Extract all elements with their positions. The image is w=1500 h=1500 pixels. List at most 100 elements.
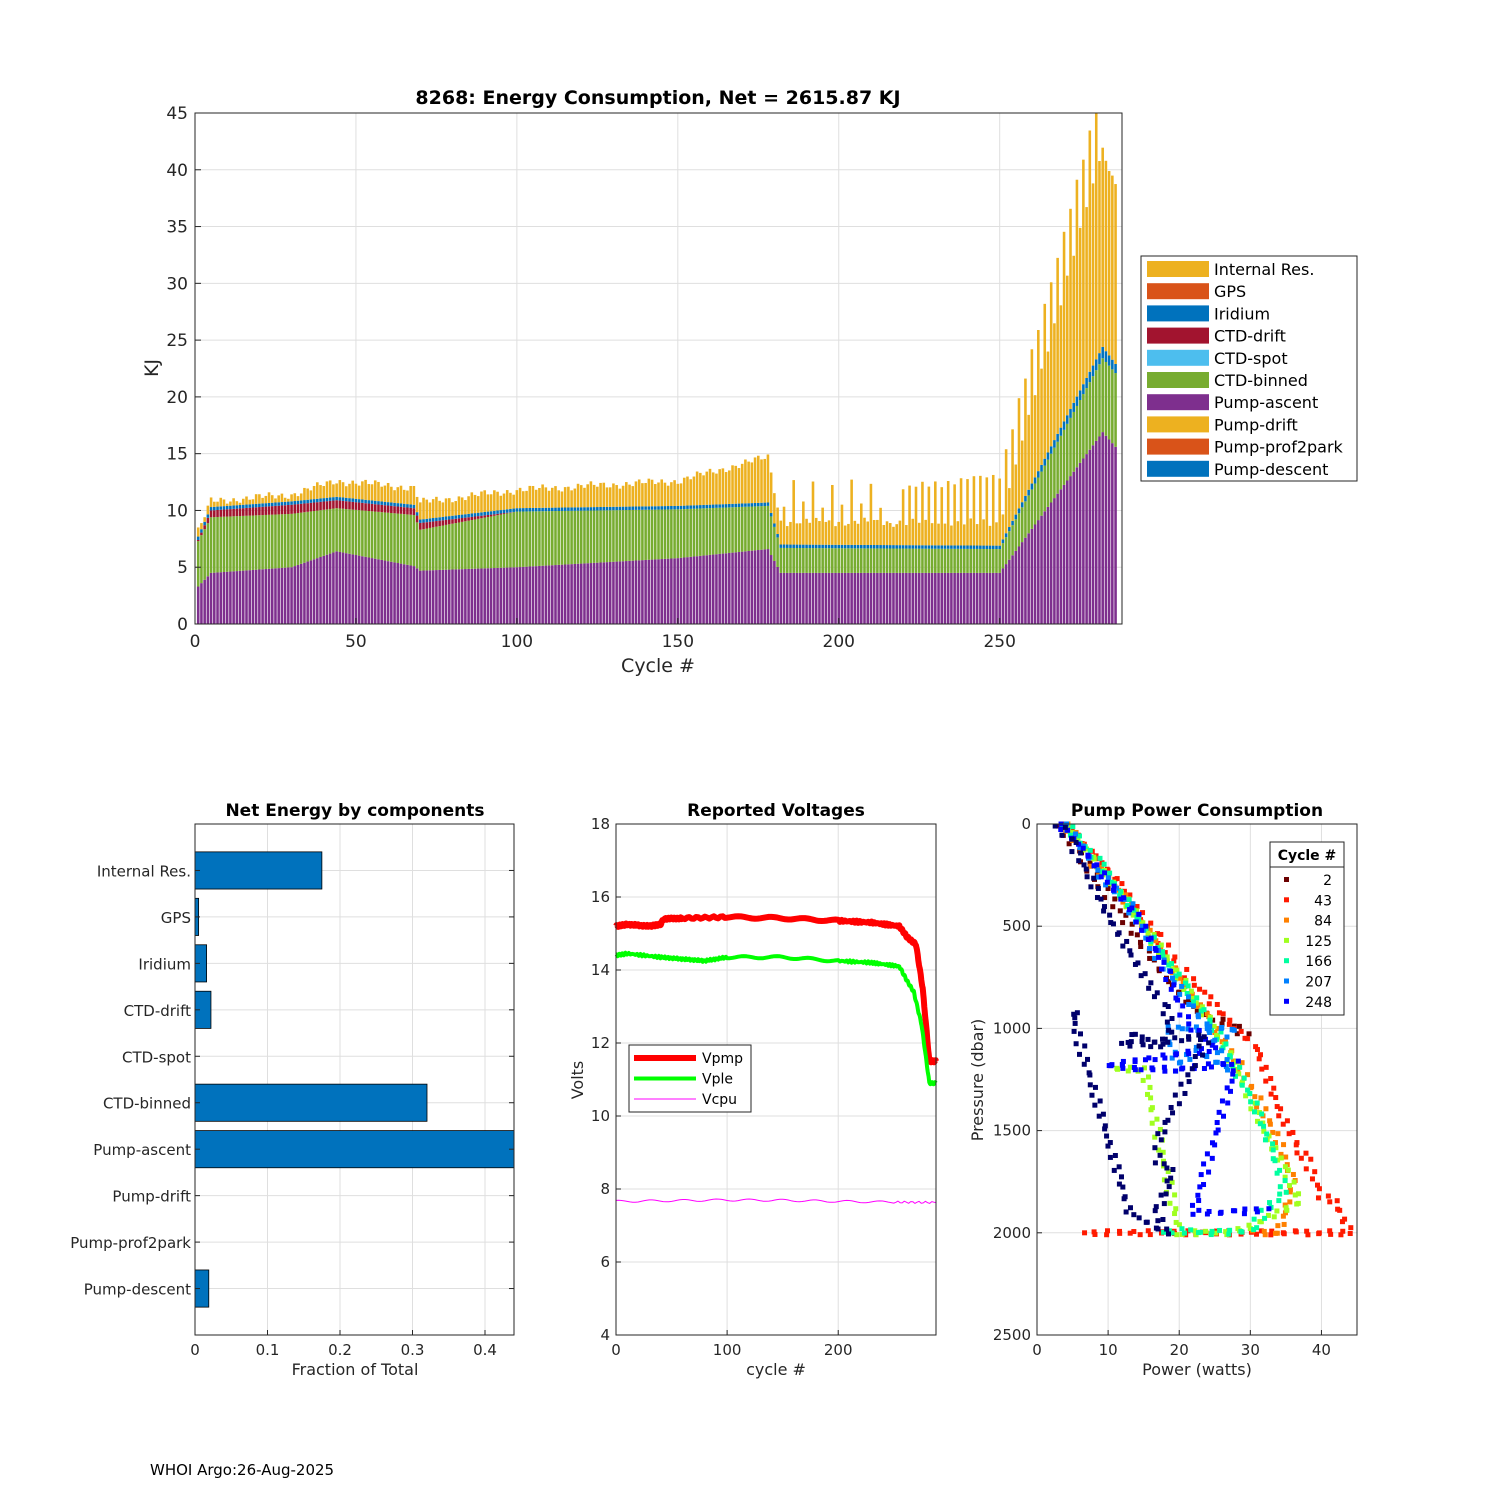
energy-bar-segment [216, 516, 219, 573]
pump-power-point [1292, 1192, 1298, 1198]
energy-bar-segment [708, 504, 712, 509]
energy-bar-segment [541, 565, 544, 624]
pump-power-point [1129, 921, 1135, 927]
top-chart-xlabel: Cycle # [621, 655, 695, 677]
energy-bar-segment [348, 483, 351, 499]
energy-bar-segment [689, 556, 692, 624]
pump-power-point [1185, 1048, 1191, 1054]
pump-power-point [1270, 1129, 1276, 1135]
pump-power-point [1229, 1078, 1235, 1084]
energy-bar-segment [917, 522, 921, 546]
energy-bar-segment [296, 496, 300, 501]
pump-power-point [1145, 1074, 1151, 1080]
energy-bar-segment [335, 551, 338, 624]
energy-bar-segment [196, 539, 200, 542]
energy-bar-segment [776, 537, 779, 567]
energy-bar-segment [863, 544, 866, 549]
pump-power-point [1203, 1228, 1209, 1234]
energy-bar-segment [731, 503, 734, 508]
scatter-legend-label: 43 [1314, 893, 1332, 909]
energy-bar-segment [621, 510, 625, 562]
pump-power-point [1110, 921, 1116, 927]
energy-bar-segment [399, 485, 403, 504]
energy-bar-segment [995, 572, 998, 624]
energy-bar-segment [351, 501, 355, 510]
energy-bar-segment [512, 494, 515, 509]
energy-bar-segment [1011, 525, 1014, 556]
legend-swatch [1147, 372, 1209, 388]
energy-bar-segment [203, 517, 206, 522]
energy-bar-segment [431, 518, 435, 522]
pump-power-point [1262, 1215, 1268, 1221]
energy-bar-segment [605, 510, 609, 563]
pump-power-point [1169, 1016, 1175, 1022]
energy-bar-segment [235, 505, 239, 509]
energy-bar-segment [229, 509, 232, 517]
energy-bar-segment [277, 502, 280, 506]
pump-power-point [1272, 1140, 1278, 1146]
energy-bar-segment [934, 548, 937, 573]
energy-bar-segment [505, 567, 509, 624]
energy-bar-segment [296, 564, 300, 624]
pump-power-point [1303, 1150, 1309, 1156]
energy-bar-segment [631, 509, 635, 561]
pump-power-point [1127, 1230, 1133, 1236]
energy-bar-segment [209, 510, 213, 518]
hbar-xtick-label: 0.2 [328, 1341, 352, 1359]
scatter-legend-swatch [1284, 978, 1289, 984]
pump-power-point [1192, 1228, 1198, 1234]
energy-bar-segment [454, 569, 458, 624]
pump-power-point [1205, 1061, 1211, 1067]
energy-bar-segment [612, 561, 615, 624]
energy-bar-segment [618, 488, 622, 507]
pump-power-point [1140, 1077, 1146, 1083]
energy-bar-segment [831, 548, 834, 573]
energy-bar-segment [550, 507, 554, 512]
energy-bar-segment [599, 506, 602, 511]
pump-power-point [1196, 1043, 1202, 1049]
energy-bar-segment [267, 514, 271, 569]
energy-bar-segment [496, 515, 499, 568]
energy-bar-segment [1088, 130, 1092, 372]
pump-power-point [1206, 1001, 1212, 1007]
energy-bar-segment [1082, 458, 1085, 624]
energy-bar-segment [959, 548, 963, 573]
energy-bar-segment [390, 512, 393, 562]
energy-bar-segment [467, 496, 470, 514]
energy-bar-segment [773, 526, 776, 561]
pump-power-point [1158, 942, 1164, 948]
energy-bar-segment [888, 572, 892, 624]
energy-bar-segment [554, 507, 557, 512]
pump-power-point [1098, 874, 1104, 880]
pump-power-point [1149, 1105, 1155, 1111]
pump-power-point [1132, 1031, 1138, 1037]
pump-power-point [1158, 1137, 1164, 1143]
energy-bar-segment [222, 499, 226, 507]
energy-bar-segment [982, 572, 985, 624]
energy-bar-segment [493, 490, 496, 511]
energy-bar-segment [1004, 564, 1008, 624]
legend-swatch [1147, 438, 1209, 455]
energy-bar-segment [457, 569, 461, 624]
energy-bar-segment [399, 506, 403, 514]
energy-bar-segment [270, 514, 274, 569]
energy-bar-segment [393, 562, 396, 624]
pump-power-point [1121, 888, 1127, 894]
pump-power-point [1340, 1228, 1346, 1234]
energy-bar-segment [699, 555, 702, 624]
energy-bar-segment [747, 506, 750, 551]
energy-bar-segment [338, 551, 342, 624]
pump-power-point [1172, 1035, 1178, 1041]
energy-bar-segment [1075, 405, 1079, 468]
energy-bar-segment [998, 572, 1001, 624]
pump-power-point [1281, 1221, 1287, 1227]
pump-power-point [1107, 1154, 1113, 1160]
energy-bar-segment [589, 563, 593, 624]
pump-power-point [1069, 830, 1075, 836]
energy-bar-segment [357, 485, 361, 500]
pump-power-point [1199, 1004, 1205, 1010]
pump-power-point [1246, 1222, 1252, 1228]
energy-bar-segment [637, 506, 641, 510]
energy-bar-segment [879, 507, 882, 546]
energy-bar-segment [934, 481, 937, 546]
